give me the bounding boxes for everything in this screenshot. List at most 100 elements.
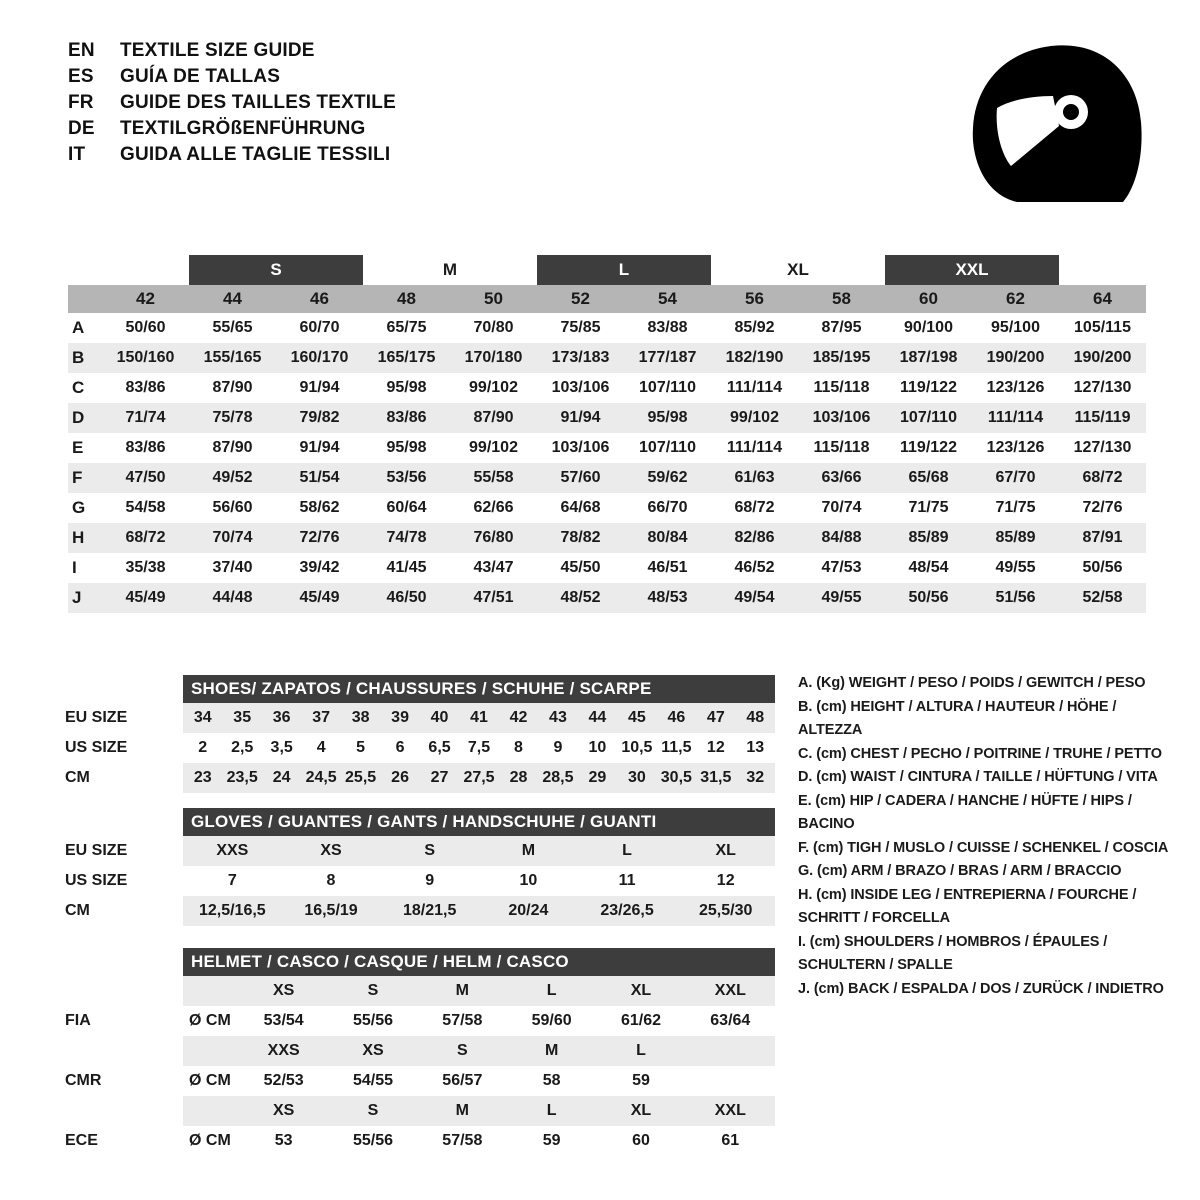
table-cell: 87/95 bbox=[821, 319, 862, 336]
table-cell: 20/24 bbox=[508, 902, 549, 919]
table-cell: 65/75 bbox=[386, 319, 427, 336]
table-row: CM 23 23,5 24 24,5 25,5 26 27 27,5 28 28,5 29 30 30,5… bbox=[65, 763, 775, 793]
size-number-62: 62 bbox=[1006, 289, 1025, 308]
gloves-table-body: EU SIZE XXS XS S M L XL US SIZE 7 8 9 10 11 12 CM 12,5/… bbox=[65, 836, 775, 926]
table-cell: 49/54 bbox=[734, 589, 775, 606]
table-cell: 99/102 bbox=[469, 379, 518, 396]
size-number-60: 60 bbox=[919, 289, 938, 308]
size-band-empty bbox=[1059, 255, 1146, 285]
table-cell: 59 bbox=[542, 1132, 561, 1149]
table-cell: 83/86 bbox=[125, 439, 166, 456]
table-cell: 53/54 bbox=[263, 1012, 304, 1029]
table-cell: 53 bbox=[274, 1132, 293, 1149]
table-cell: 123/126 bbox=[986, 439, 1045, 456]
table-cell: 85/92 bbox=[734, 319, 775, 336]
table-cell: 78/82 bbox=[560, 529, 601, 546]
table-cell: 58 bbox=[542, 1072, 561, 1089]
table-cell: 11 bbox=[618, 872, 636, 889]
row-label-B: B bbox=[72, 348, 85, 367]
legend-item: C. (cm) CHEST / PECHO / POITRINE / TRUHE… bbox=[798, 745, 1162, 762]
legend-item: H. (cm) INSIDE LEG / ENTREPIERNA / FOURC… bbox=[798, 886, 1137, 903]
table-cell: 41 bbox=[470, 709, 488, 726]
table-cell: 127/130 bbox=[1073, 379, 1132, 396]
table-cell: 60 bbox=[632, 1132, 650, 1149]
helmet-size-table: HELMET / CASCO / CASQUE / HELM / CASCO X… bbox=[65, 948, 775, 1156]
table-cell: 61 bbox=[721, 1132, 740, 1149]
size-number-56: 56 bbox=[745, 289, 764, 308]
row-cells: 12,5/16,5 16,5/19 18/21,5 20/24 23/26,5 25,5/… bbox=[183, 896, 775, 926]
table-cell: 48/52 bbox=[560, 589, 601, 606]
size-band-m: M bbox=[442, 260, 458, 279]
table-cell: 34 bbox=[193, 709, 212, 726]
helmet-value-row: FIA Ø CM 53/54 55/56 57/58 59/60 61/62 63/64 bbox=[65, 1006, 775, 1036]
table-cell: 28,5 bbox=[542, 769, 574, 786]
helmet-size-label: XS bbox=[272, 1102, 295, 1119]
table-cell: 10 bbox=[519, 872, 538, 889]
table-cell: 51/54 bbox=[299, 469, 340, 486]
legend-item: A. (Kg) WEIGHT / PESO / POIDS / GEWITCH … bbox=[798, 675, 1146, 691]
table-row: A 50/60 55/65 60/70 65/75 70/80 75/85 83/88 85/9… bbox=[68, 313, 1146, 343]
helmet-size-label: M bbox=[544, 1042, 559, 1059]
table-cell: 46/50 bbox=[386, 589, 427, 606]
table-cell: 187/198 bbox=[899, 349, 958, 366]
row-label-J: J bbox=[72, 588, 82, 607]
table-cell: 107/110 bbox=[900, 409, 957, 426]
table-cell: 83/86 bbox=[386, 409, 427, 426]
table-cell: 74/78 bbox=[386, 529, 427, 546]
table-cell: 55/56 bbox=[352, 1012, 394, 1029]
table-cell: L bbox=[622, 842, 632, 859]
table-cell: 23 bbox=[193, 769, 212, 786]
table-cell: 24,5 bbox=[305, 769, 337, 786]
table-row: D 71/74 75/78 79/82 83/86 87/90 91/94 95/98 99/1… bbox=[68, 403, 1146, 433]
table-cell: 123/126 bbox=[986, 379, 1045, 396]
table-cell: 107/110 bbox=[639, 379, 696, 396]
table-cell: 44/48 bbox=[212, 589, 253, 606]
table-cell: 47/53 bbox=[821, 559, 862, 576]
table-cell: 25,5/30 bbox=[699, 902, 753, 919]
table-cell: 7 bbox=[227, 872, 237, 889]
table-cell: 50/60 bbox=[125, 319, 166, 336]
table-cell: 103/106 bbox=[812, 409, 871, 426]
legend-item: B. (cm) HEIGHT / ALTURA / HAUTEUR / HÖHE… bbox=[798, 698, 1117, 739]
title-language-code: IT bbox=[68, 144, 86, 165]
size-number-48: 48 bbox=[397, 289, 416, 308]
table-cell: 87/90 bbox=[473, 409, 514, 426]
table-row: US SIZE 7 8 9 10 11 12 bbox=[65, 866, 775, 896]
table-cell: 47 bbox=[706, 709, 725, 726]
table-cell: 10 bbox=[588, 739, 607, 756]
table-row: F 47/50 49/52 51/54 53/56 55/58 57/60 59/62 61/6… bbox=[68, 463, 1146, 493]
helmet-size-label: XXL bbox=[714, 982, 746, 999]
row-label-ece: ECE bbox=[65, 1132, 98, 1149]
title-line: EN TEXTILE SIZE GUIDE bbox=[68, 40, 668, 66]
row-label-C: C bbox=[72, 378, 85, 397]
table-cell: XL bbox=[715, 842, 736, 859]
table-cell: 50/56 bbox=[1082, 559, 1123, 576]
size-number-58: 58 bbox=[832, 289, 851, 308]
table-cell: 16,5/19 bbox=[304, 902, 358, 919]
table-cell: 111/114 bbox=[726, 439, 783, 456]
title-line: IT GUIDA ALLE TAGLIE TESSILI bbox=[68, 144, 668, 170]
helmet-size-label: S bbox=[367, 1102, 379, 1119]
unit-spacer bbox=[183, 976, 239, 1006]
size-number-54: 54 bbox=[658, 289, 677, 308]
size-band-row: S M L XL XXL bbox=[68, 255, 1146, 285]
size-number-46: 46 bbox=[310, 289, 329, 308]
table-cell: 55/56 bbox=[352, 1132, 394, 1149]
table-cell: 48 bbox=[746, 709, 765, 726]
legend-item: SCHULTERN / SPALLE bbox=[798, 957, 953, 973]
table-cell: 82/86 bbox=[734, 529, 775, 546]
table-row: US SIZE 2 2,5 3,5 4 5 6 6,5 7,5 8 9 10 10,5 11,5 12 13 bbox=[65, 733, 775, 763]
table-cell: 119/122 bbox=[900, 439, 957, 456]
helmet-size-label: XXL bbox=[714, 1102, 746, 1119]
helmet-size-label: S bbox=[367, 982, 379, 999]
table-cell: 55/65 bbox=[212, 319, 253, 336]
helmet-size-label: XS bbox=[362, 1042, 384, 1059]
table-cell bbox=[686, 1066, 775, 1096]
size-number-42: 42 bbox=[136, 289, 155, 308]
table-cell: 6,5 bbox=[428, 739, 451, 756]
table-cell: 95/100 bbox=[991, 319, 1040, 336]
table-cell: 35/38 bbox=[125, 559, 166, 576]
table-cell: 99/102 bbox=[730, 409, 779, 426]
table-cell: 67/70 bbox=[995, 469, 1036, 486]
table-cell: 23,5 bbox=[226, 769, 258, 786]
